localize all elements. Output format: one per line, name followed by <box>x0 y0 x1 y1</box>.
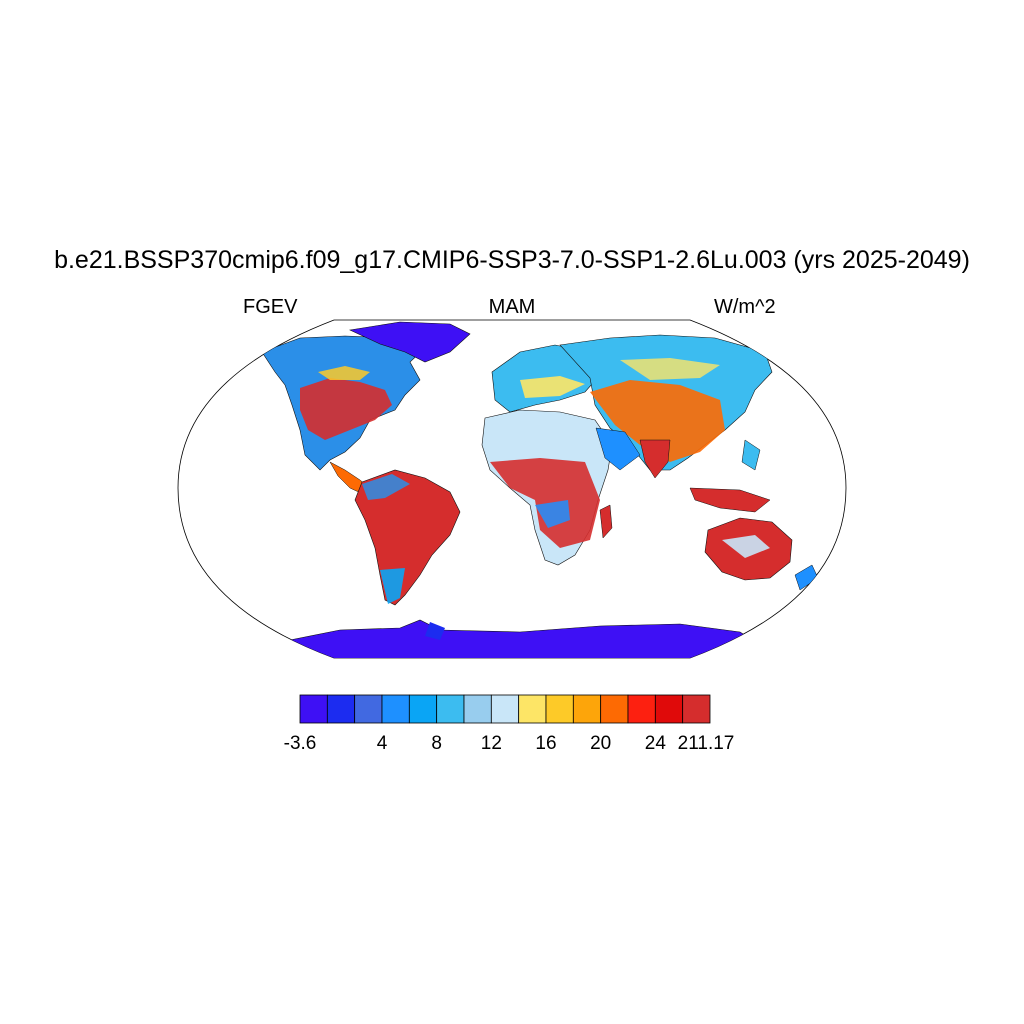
colorbar-tick-label: 211.17 <box>677 733 735 754</box>
colorbar-tick-label: 12 <box>480 733 502 754</box>
units-label: W/m^2 <box>714 296 776 318</box>
colorbar-swatch <box>545 694 574 724</box>
colorbar-tick-label: -3.6 <box>283 733 317 754</box>
colorbar-swatch <box>654 694 684 724</box>
colorbar-swatch <box>682 694 711 724</box>
landmass-antarctica <box>279 619 761 658</box>
colorbar-swatch <box>354 694 383 724</box>
colorbar-tick-label: 24 <box>644 733 666 754</box>
colorbar-swatch <box>600 694 629 724</box>
plot-title: b.e21.BSSP370cmip6.f09_g17.CMIP6-SSP3-7.… <box>54 246 970 274</box>
colorbar-swatch <box>326 694 356 724</box>
variable-label: FGEV <box>243 296 298 318</box>
season-label: MAM <box>488 296 536 318</box>
colorbar-swatch <box>518 694 547 724</box>
colorbar-swatch <box>381 694 410 724</box>
colorbar-swatch <box>299 694 328 724</box>
colorbar-swatch <box>627 694 656 724</box>
colorbar-tick-label: 16 <box>535 733 557 754</box>
colorbar-tick-label: 4 <box>376 733 388 754</box>
colorbar-swatch <box>572 694 602 724</box>
colorbar-tick-label: 8 <box>431 733 442 754</box>
landmass-north-america-warm <box>300 378 392 440</box>
colorbar-swatch <box>490 694 520 724</box>
colorbar-swatch <box>408 694 438 724</box>
colorbar-tick-label: 20 <box>590 733 612 754</box>
colorbar-swatch <box>463 694 492 724</box>
landmass-greenland <box>348 321 471 363</box>
colorbar-swatch <box>436 694 465 724</box>
